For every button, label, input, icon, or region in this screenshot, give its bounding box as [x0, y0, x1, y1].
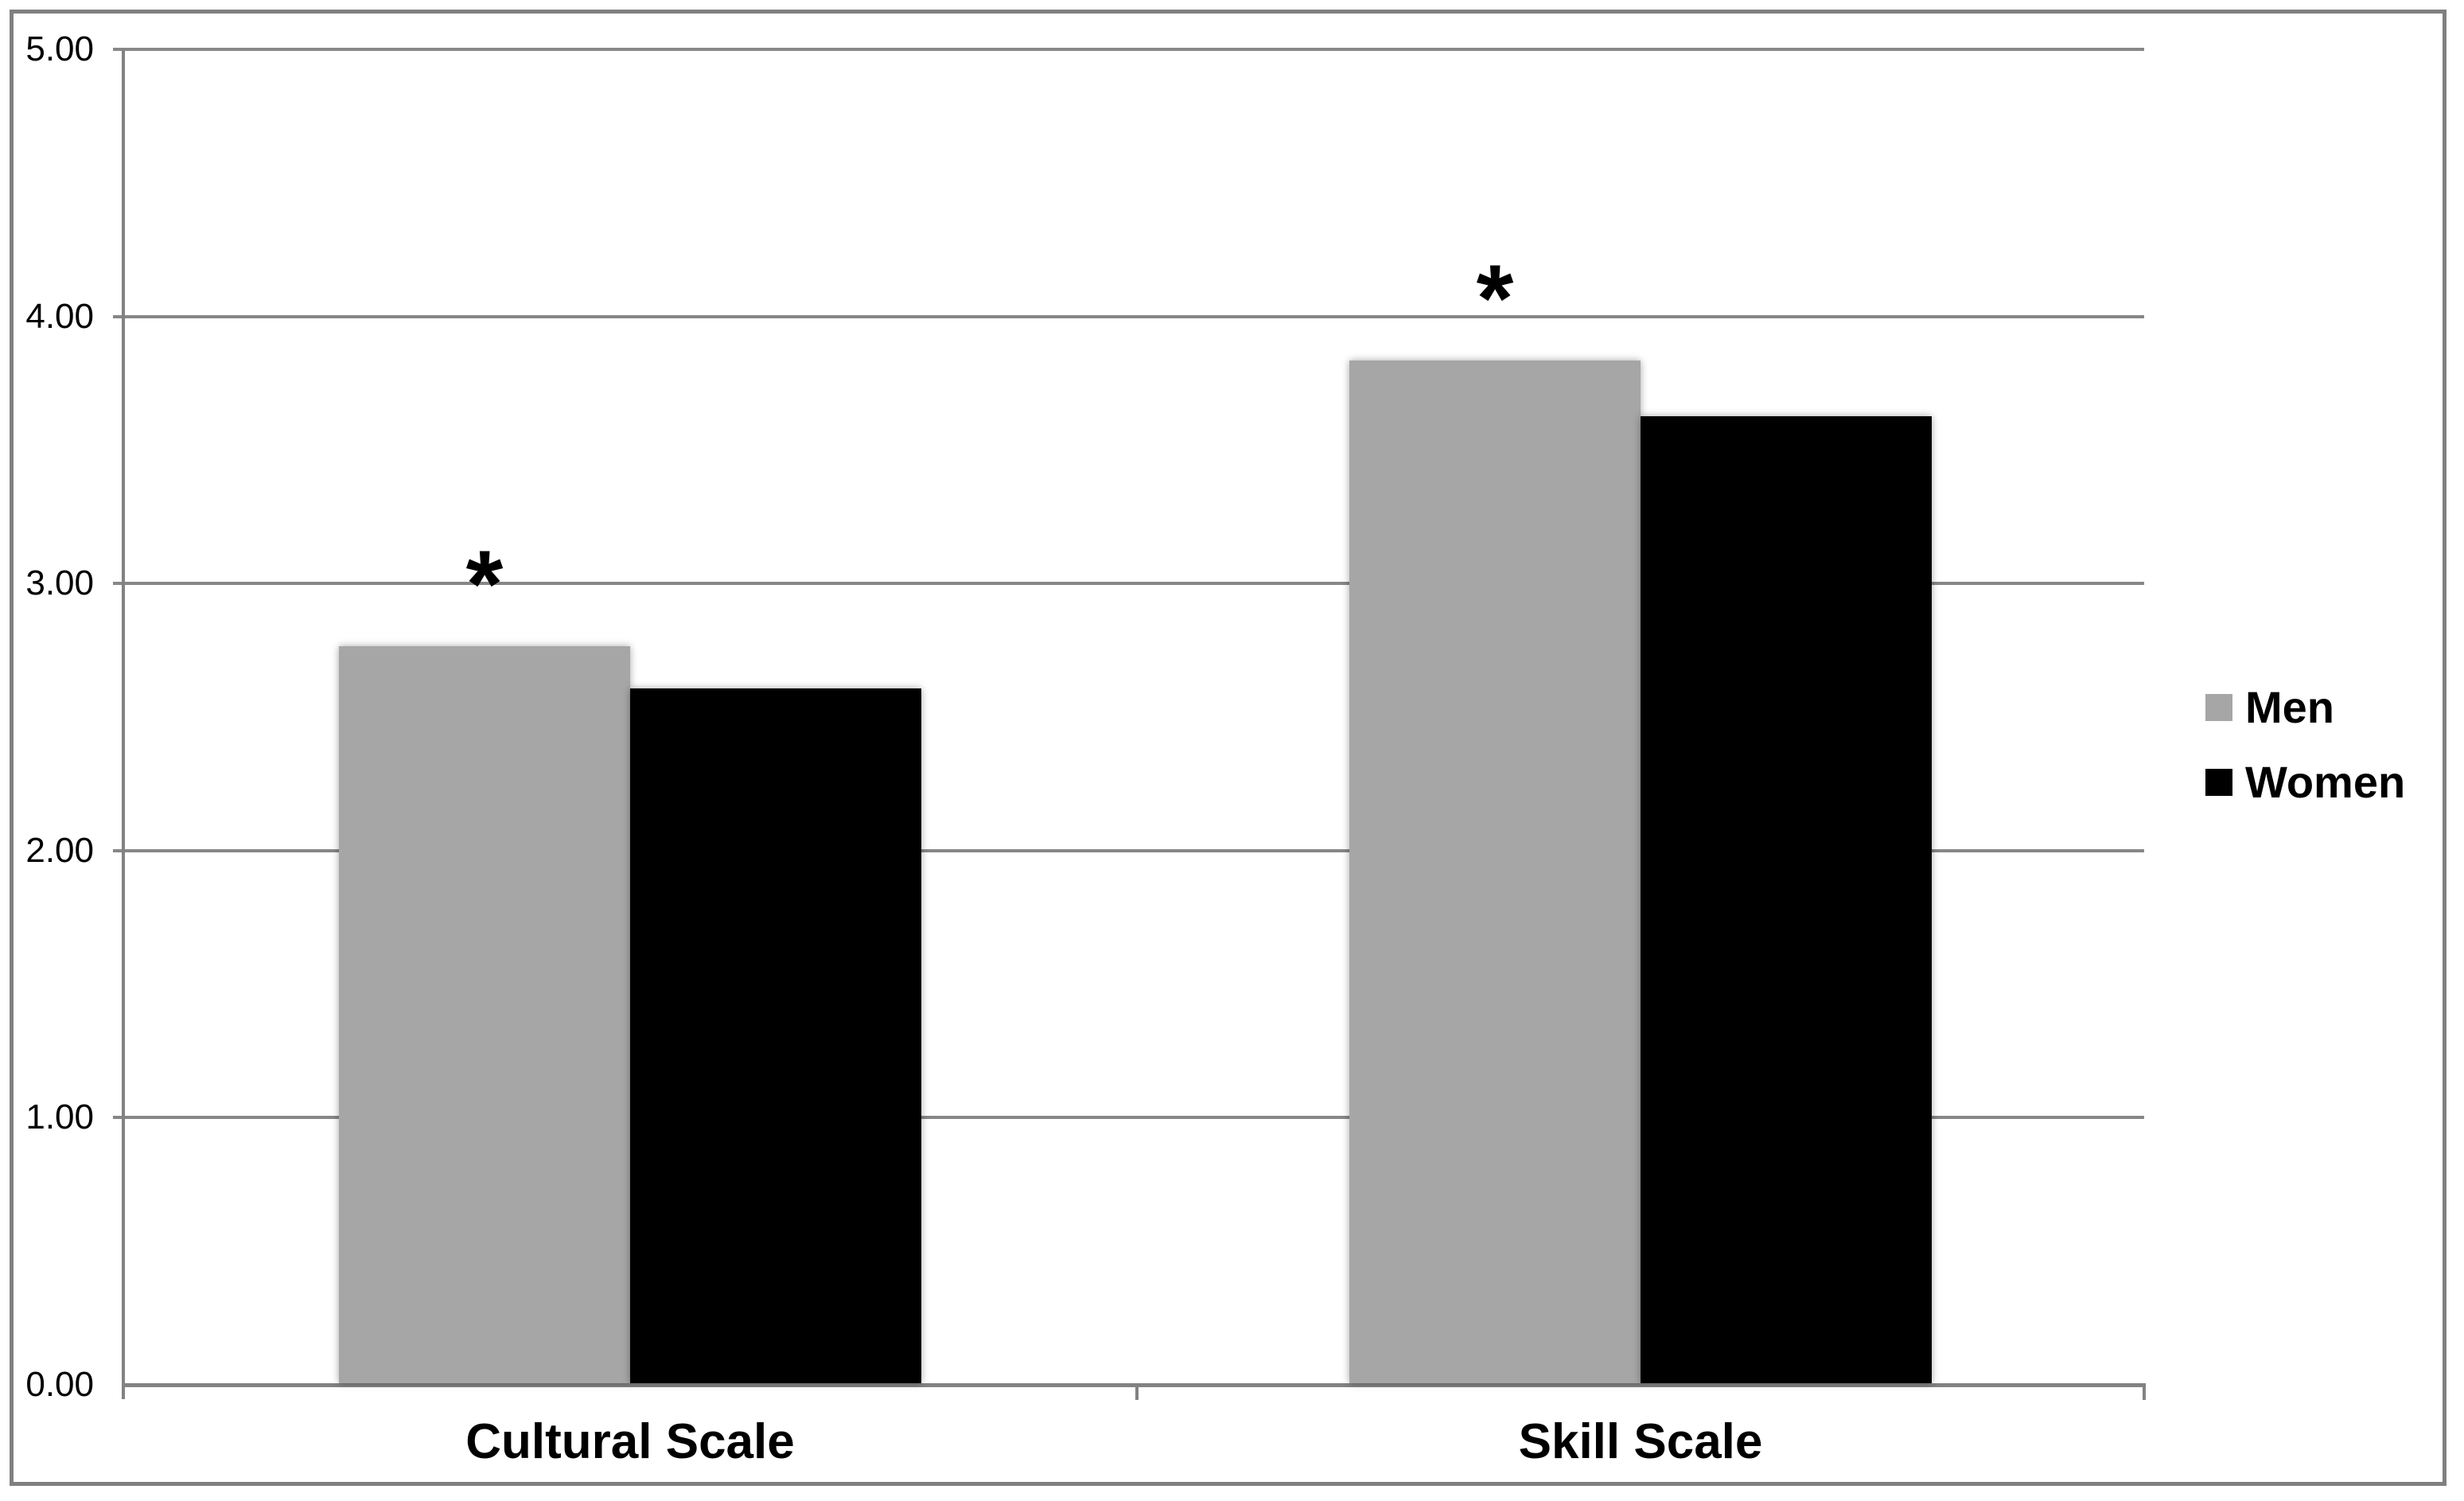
- legend-item-men: Men: [2205, 684, 2405, 731]
- bar-men-cultural-scale: [339, 645, 630, 1383]
- gridline-1.00: [113, 1116, 2144, 1120]
- y-tick-label: 2.00: [25, 830, 94, 870]
- category-label-cultural-scale: Cultural Scale: [465, 1414, 795, 1469]
- x-axis-line: [122, 1383, 2146, 1387]
- y-axis-line: [122, 49, 125, 1399]
- legend: Men Women: [2205, 684, 2405, 805]
- bar-women-skill-scale: [1641, 416, 1932, 1383]
- significance-asterisk-skill-scale: *: [1476, 244, 1514, 352]
- bar-women-cultural-scale: [630, 688, 921, 1383]
- legend-label-women: Women: [2245, 757, 2406, 807]
- y-tick-label: 0.00: [25, 1365, 94, 1404]
- legend-item-women: Women: [2205, 759, 2405, 805]
- x-axis-tick-1: [2143, 1385, 2146, 1400]
- category-label-skill-scale: Skill Scale: [1518, 1414, 1763, 1469]
- gridline-2.00: [113, 848, 2144, 852]
- y-tick-label: 4.00: [25, 296, 94, 336]
- y-tick-label: 3.00: [25, 563, 94, 603]
- significance-asterisk-cultural-scale: *: [465, 530, 504, 637]
- y-tick-label: 5.00: [25, 29, 94, 68]
- legend-swatch-men: [2205, 694, 2232, 721]
- gridline-5.00: [113, 48, 2144, 51]
- legend-swatch-women: [2205, 769, 2232, 796]
- legend-label-men: Men: [2245, 682, 2334, 732]
- gridline-4.00: [113, 314, 2144, 318]
- chart-frame: [10, 10, 2446, 1486]
- gridline-3.00: [113, 582, 2144, 586]
- y-tick-label: 1.00: [25, 1097, 94, 1137]
- x-axis-tick-0: [1135, 1385, 1139, 1400]
- bar-men-skill-scale: [1349, 360, 1641, 1383]
